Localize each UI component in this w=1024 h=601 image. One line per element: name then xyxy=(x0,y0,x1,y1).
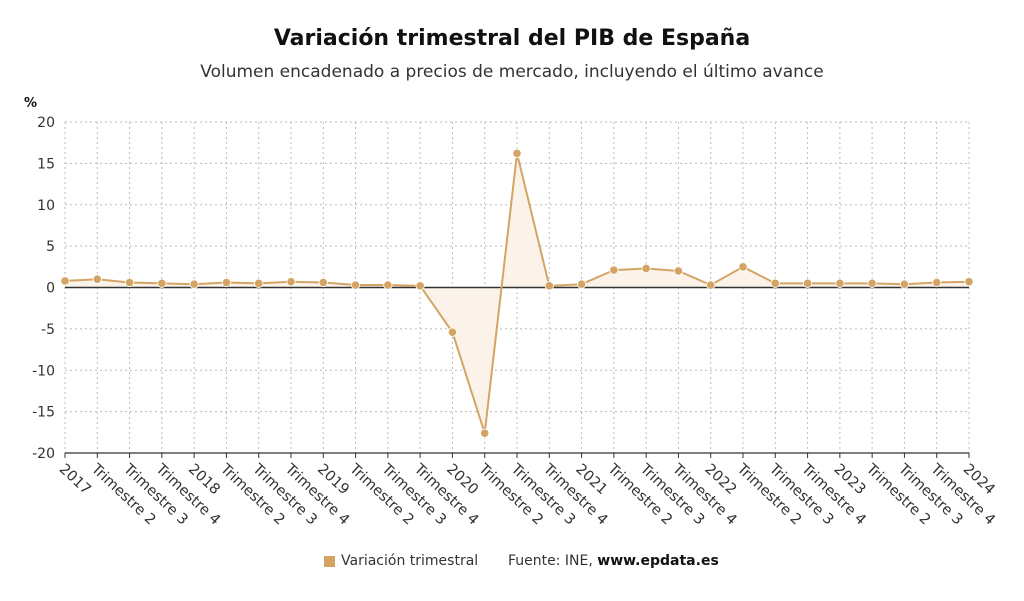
data-point xyxy=(544,281,554,291)
data-point xyxy=(447,327,458,337)
series-area xyxy=(65,153,969,434)
data-point xyxy=(157,278,167,288)
data-point xyxy=(802,278,813,288)
y-tick-label: -5 xyxy=(41,322,55,338)
data-point xyxy=(609,265,619,275)
data-point xyxy=(512,148,522,159)
data-point xyxy=(221,277,232,288)
data-point xyxy=(60,276,70,286)
legend-swatch xyxy=(324,555,335,567)
y-axis-unit: % xyxy=(24,96,38,111)
data-point xyxy=(641,263,651,274)
data-point xyxy=(318,277,328,288)
y-tick-label: 20 xyxy=(37,115,55,131)
source-label: Fuente: INE, xyxy=(508,553,593,569)
data-point xyxy=(189,279,199,289)
data-point xyxy=(383,280,393,290)
chart-subtitle: Volumen encadenado a precios de mercado,… xyxy=(200,62,824,82)
y-tick-label: 5 xyxy=(46,239,55,255)
y-tick-label: 10 xyxy=(37,198,55,214)
series-points xyxy=(60,148,974,438)
area-fill xyxy=(65,153,969,434)
chart-title: Variación trimestral del PIB de España xyxy=(273,26,751,51)
y-tick-label: -15 xyxy=(32,405,55,421)
legend-label: Variación trimestral xyxy=(341,553,479,569)
data-point xyxy=(964,277,974,287)
data-point xyxy=(480,428,490,438)
data-point xyxy=(673,266,684,276)
data-point xyxy=(738,262,748,272)
y-tick-label: 0 xyxy=(46,281,55,297)
data-point xyxy=(415,281,425,291)
data-point xyxy=(899,279,910,289)
y-tick-label: 15 xyxy=(37,156,55,172)
data-point xyxy=(254,278,264,288)
y-tick-label: -20 xyxy=(32,446,55,462)
source-note: Fuente: INE, www.epdata.es xyxy=(508,553,719,569)
data-point xyxy=(350,280,361,290)
data-point xyxy=(835,278,845,288)
data-point xyxy=(867,278,877,288)
legend: Variación trimestral xyxy=(324,553,478,569)
data-point xyxy=(286,277,296,287)
axes xyxy=(64,286,970,458)
y-tick-labels: 20 15 10 5 0 -5 -10 -15 -20 xyxy=(32,115,55,462)
data-point xyxy=(706,280,716,290)
data-point xyxy=(124,277,135,288)
y-tick-label: -10 xyxy=(32,363,55,379)
data-point xyxy=(770,278,780,288)
data-point xyxy=(92,274,102,284)
source-site: www.epdata.es xyxy=(597,553,719,569)
data-point xyxy=(932,277,942,288)
data-point xyxy=(576,279,587,289)
x-tick-label: 2017 xyxy=(56,461,94,498)
